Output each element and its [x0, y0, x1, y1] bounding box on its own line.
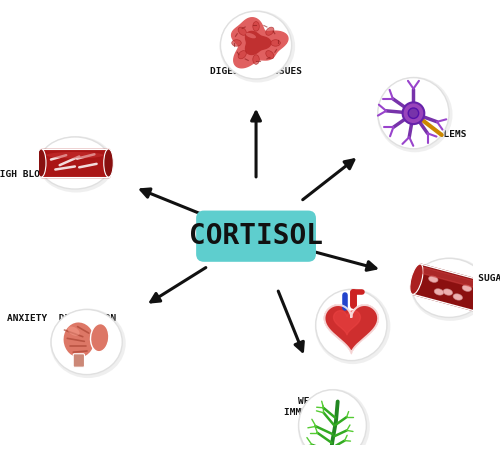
Ellipse shape [220, 10, 295, 82]
Ellipse shape [38, 136, 114, 192]
Ellipse shape [298, 390, 366, 455]
Polygon shape [324, 305, 378, 354]
Ellipse shape [232, 40, 241, 46]
Text: NERVE PROBLEMS: NERVE PROBLEMS [386, 130, 466, 139]
Ellipse shape [62, 321, 95, 358]
Circle shape [408, 108, 418, 118]
Ellipse shape [462, 285, 471, 291]
Ellipse shape [298, 389, 370, 455]
Polygon shape [422, 267, 481, 288]
Polygon shape [246, 31, 271, 55]
Ellipse shape [266, 51, 274, 59]
Ellipse shape [378, 78, 449, 149]
Ellipse shape [443, 289, 452, 295]
Ellipse shape [246, 33, 256, 38]
FancyBboxPatch shape [196, 211, 316, 262]
Ellipse shape [428, 276, 438, 283]
Ellipse shape [238, 51, 246, 59]
Ellipse shape [51, 309, 123, 374]
Polygon shape [41, 149, 108, 177]
Polygon shape [334, 311, 360, 335]
Circle shape [402, 102, 424, 124]
Ellipse shape [271, 40, 280, 46]
Ellipse shape [316, 289, 387, 361]
Ellipse shape [90, 324, 109, 352]
Polygon shape [412, 264, 486, 312]
Ellipse shape [410, 264, 423, 294]
Ellipse shape [238, 27, 246, 35]
Ellipse shape [50, 308, 126, 378]
Ellipse shape [253, 55, 260, 64]
Ellipse shape [104, 149, 114, 177]
Ellipse shape [475, 282, 488, 312]
Text: DIGESTIVE ISSUES: DIGESTIVE ISSUES [210, 66, 302, 76]
Text: ANXIETY  DEPRESSION
HEADACHES: ANXIETY DEPRESSION HEADACHES [7, 314, 116, 334]
Text: CORTISOL: CORTISOL [189, 222, 323, 250]
Polygon shape [232, 18, 288, 68]
Ellipse shape [453, 294, 462, 300]
Ellipse shape [36, 149, 46, 177]
Ellipse shape [220, 11, 292, 79]
Ellipse shape [266, 27, 274, 35]
Text: HIGH BLOOD SUGAR: HIGH BLOOD SUGAR [416, 274, 500, 283]
Ellipse shape [315, 288, 390, 364]
Ellipse shape [434, 289, 444, 295]
Text: HIGH BLOOD PRESSURE: HIGH BLOOD PRESSURE [0, 170, 103, 179]
Ellipse shape [68, 327, 80, 336]
Ellipse shape [253, 21, 260, 31]
FancyBboxPatch shape [73, 354, 85, 367]
Ellipse shape [46, 152, 104, 158]
Ellipse shape [412, 258, 486, 318]
Ellipse shape [377, 77, 452, 152]
Ellipse shape [411, 258, 490, 321]
Text: WEAKENED
IMMUNE SYSTEM: WEAKENED IMMUNE SYSTEM [284, 397, 358, 417]
Ellipse shape [40, 137, 111, 189]
